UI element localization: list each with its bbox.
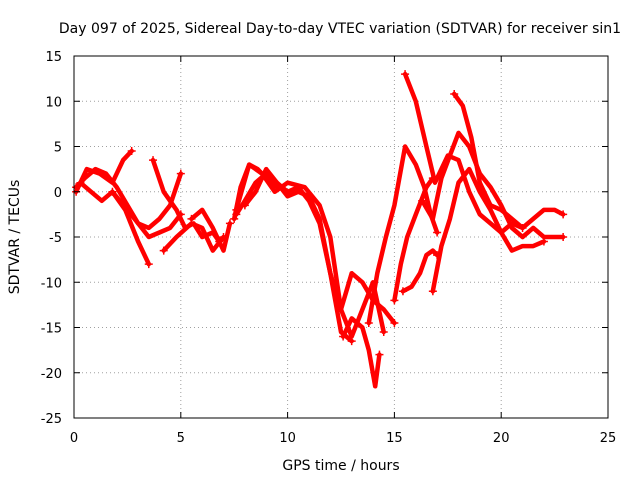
series-point-marker bbox=[398, 287, 407, 296]
series-line-track-7 bbox=[189, 207, 233, 253]
series-point-marker bbox=[144, 260, 153, 269]
series-line-track-14 bbox=[392, 175, 436, 303]
series-point-marker bbox=[379, 328, 388, 337]
series-point-marker bbox=[518, 223, 527, 232]
series-line-track-19 bbox=[451, 91, 525, 231]
chart-title: Day 097 of 2025, Sidereal Day-to-day VTE… bbox=[59, 21, 621, 37]
series-line-track-4 bbox=[110, 189, 184, 240]
series-line-track-16 bbox=[402, 71, 566, 235]
series-point-marker bbox=[375, 350, 384, 359]
series-point-marker bbox=[559, 233, 568, 241]
y-tick-label: -5 bbox=[49, 231, 62, 246]
x-tick-label: 0 bbox=[70, 431, 78, 446]
y-tick-label: 15 bbox=[45, 50, 62, 65]
x-axis-label: GPS time / hours bbox=[282, 458, 399, 474]
series-point-marker bbox=[232, 205, 241, 214]
y-tick-label: -15 bbox=[41, 322, 62, 337]
series-point-marker bbox=[401, 70, 410, 79]
x-tick-label: 20 bbox=[493, 431, 510, 446]
x-tick-label: 15 bbox=[386, 431, 403, 446]
series-point-marker bbox=[450, 90, 459, 99]
series-point-marker bbox=[176, 169, 185, 178]
series-point-marker bbox=[364, 318, 373, 327]
series-point-marker bbox=[433, 228, 442, 237]
series-line-track-17 bbox=[419, 130, 566, 240]
x-tick-label: 10 bbox=[279, 431, 296, 446]
chart-series bbox=[72, 70, 568, 389]
series-point-marker bbox=[390, 296, 399, 305]
x-tick-label: 5 bbox=[177, 431, 185, 446]
series-line-track-18 bbox=[430, 166, 547, 294]
series-line-track-13 bbox=[366, 144, 440, 326]
series-point-marker bbox=[240, 201, 249, 210]
series-point-marker bbox=[159, 246, 168, 255]
series-point-marker bbox=[559, 210, 568, 219]
series-point-marker bbox=[149, 156, 158, 165]
y-tick-label: 10 bbox=[45, 95, 62, 110]
y-tick-label: -20 bbox=[41, 367, 62, 382]
y-tick-label: 5 bbox=[54, 141, 62, 156]
y-tick-label: -25 bbox=[41, 412, 62, 427]
series-point-marker bbox=[225, 219, 234, 228]
series-point-marker bbox=[390, 318, 399, 327]
series-point-marker bbox=[428, 287, 437, 296]
series-point-marker bbox=[418, 196, 427, 205]
series-point-marker bbox=[339, 332, 348, 341]
series-point-marker bbox=[76, 178, 85, 187]
y-tick-label: 0 bbox=[54, 186, 62, 201]
series-line-track-2 bbox=[73, 148, 134, 195]
series-line-track-11 bbox=[242, 166, 397, 326]
y-axis-label: SDTVAR / TECUs bbox=[7, 180, 23, 295]
y-tick-label: -10 bbox=[41, 276, 62, 291]
y-axis-ticks: -25 -20 -15 -10 -5 0 5 10 15 bbox=[41, 50, 608, 427]
series-line-track-6 bbox=[161, 221, 226, 253]
series-line-track-15 bbox=[400, 248, 440, 294]
x-axis-ticks: 0 5 10 15 20 25 bbox=[70, 56, 616, 446]
series-point-marker bbox=[187, 214, 196, 223]
series-point-marker bbox=[230, 214, 239, 223]
series-point-marker bbox=[539, 237, 548, 246]
series-point-marker bbox=[108, 187, 117, 196]
x-tick-label: 25 bbox=[600, 431, 617, 446]
series-point-marker bbox=[127, 147, 136, 156]
series-line-track-12 bbox=[340, 316, 382, 389]
